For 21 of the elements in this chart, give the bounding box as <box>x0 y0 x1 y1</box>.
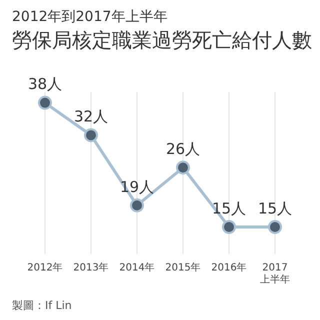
x-tick-label: 2013年 <box>73 262 109 274</box>
point <box>222 220 236 234</box>
data-label: 32人 <box>74 108 108 126</box>
text: 製圖：If Lin <box>12 298 72 313</box>
x-tick-label: 2015年 <box>165 262 201 274</box>
point <box>84 128 98 142</box>
x-tick-label: 2014年 <box>119 262 155 274</box>
data-label: 38人 <box>28 75 62 94</box>
chart-title: 勞保局核定職業過勞死亡給付人數 <box>12 27 312 54</box>
point <box>38 96 52 110</box>
data-label: 15人 <box>212 199 246 218</box>
x-tick-label: 2017 上半年 <box>260 262 290 286</box>
point <box>268 220 282 234</box>
point <box>176 160 190 175</box>
data-label: 26人 <box>166 140 200 158</box>
x-tick-label: 2012年 <box>27 262 63 274</box>
x-tick-label: 2016年 <box>211 262 247 274</box>
data-label: 19人 <box>120 178 154 196</box>
chart-subtitle: 2012年到2017年上半年 <box>12 8 168 26</box>
point <box>130 198 144 212</box>
data-label: 15人 <box>258 199 292 218</box>
